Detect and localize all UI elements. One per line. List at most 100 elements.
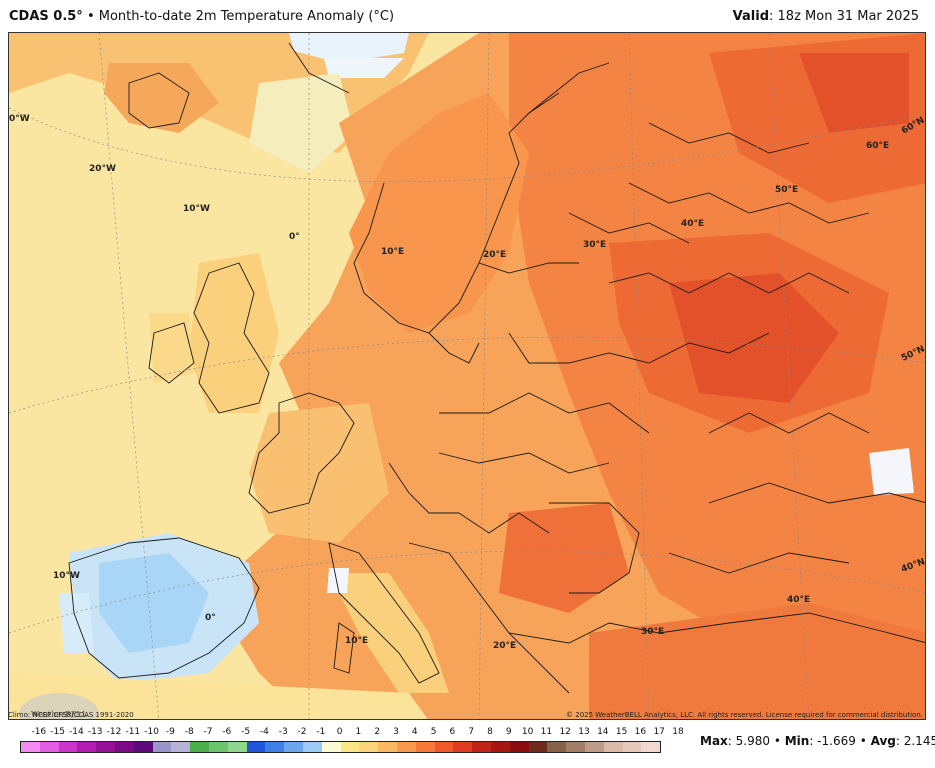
colorbar-tick-label: -8: [184, 727, 194, 737]
colorbar-tick-label: 13: [578, 727, 590, 737]
colorbar-tick-labels: -16 -15 -14 -13 -12 -11 -10 -9 -8 -7 -6 -5 -4 -3 -2 -1 0…: [20, 727, 683, 740]
colorbar-tick-label: 12: [559, 727, 571, 737]
colorbar-tick-label: 2: [374, 727, 381, 737]
stats-sep-1: •: [770, 734, 785, 748]
avg-value: : 2.145: [895, 734, 935, 748]
colorbar-swatch: [547, 742, 567, 752]
avg-label: Avg: [870, 734, 896, 748]
colorbar-swatch: [509, 742, 529, 752]
colorbar-swatch: [321, 742, 341, 752]
grid-label-10w-top: 10°W: [183, 204, 210, 214]
colorbar-swatch: [302, 742, 322, 752]
colorbar-tick-label: 10: [521, 727, 534, 737]
copyright-credit: © 2025 WeatherBELL Analytics, LLC. All r…: [566, 711, 923, 719]
colorbar-swatch: [152, 742, 172, 752]
colorbar-tick-label: -11: [125, 727, 141, 737]
colorbar-swatch: [96, 742, 115, 752]
map-canvas: [9, 33, 925, 719]
colorbar-swatch: [58, 742, 78, 752]
colorbar-tick-label: -14: [69, 727, 84, 737]
grid-label-20e-top: 20°E: [483, 250, 507, 260]
colorbar-swatch: [284, 742, 303, 752]
colorbar-tick-label: 1: [355, 727, 362, 737]
colorbar-swatch: [359, 742, 379, 752]
valid-value: : 18z Mon 31 Mar 2025: [769, 9, 919, 24]
colorbar-swatch: [415, 742, 435, 752]
colorbar-swatch: [227, 742, 247, 752]
colorbar-swatch: [133, 742, 153, 752]
colorbar-swatch: [622, 742, 642, 752]
max-label: Max: [700, 734, 728, 748]
colorbar-tick-label: 5: [430, 727, 437, 737]
colorbar-swatch: [246, 742, 266, 752]
colorbar-tick-label: -16: [31, 727, 47, 737]
grid-label-20w: 20°W: [89, 164, 116, 174]
min-label: Min: [784, 734, 810, 748]
map-description: Month-to-date 2m Temperature Anomaly (°C…: [98, 9, 395, 24]
map-title: CDAS 0.5° • Month-to-date 2m Temperature…: [9, 9, 394, 24]
colorbar-tick-label: 18: [672, 727, 684, 737]
colorbar-swatch: [453, 742, 473, 752]
colorbar-tick-label: 3: [393, 727, 399, 737]
colorbar-tick-label: -9: [165, 727, 175, 737]
colorbar-tick-label: -5: [241, 727, 251, 737]
climo-credit: Climo: NCEP CFSR/CDAS 1991-2020: [8, 711, 134, 719]
colorbar-swatches: [20, 741, 662, 753]
colorbar-swatch: [21, 742, 40, 752]
colorbar-tick-label: -13: [87, 727, 103, 737]
grid-label-30e-top: 30°E: [583, 240, 607, 250]
colorbar-swatch: [265, 742, 285, 752]
stats-sep-2: •: [855, 734, 871, 748]
grid-label-10e-bottom: 10°E: [345, 636, 369, 646]
max-value: : 5.980: [727, 734, 770, 748]
colorbar-swatch: [566, 742, 585, 752]
logo-text: WeatherBELL: [30, 709, 88, 719]
colorbar-tick-label: -7: [203, 727, 213, 737]
colorbar-tick-label: 6: [449, 727, 456, 737]
grid-label-40e-top: 40°E: [681, 219, 705, 229]
colorbar-tick-label: -4: [259, 727, 269, 737]
colorbar-tick-label: -3: [278, 727, 288, 737]
colorbar-tick-label: -2: [297, 727, 307, 737]
colorbar-swatch: [641, 742, 661, 752]
colorbar-swatch: [39, 742, 59, 752]
model-name: CDAS 0.5°: [9, 9, 83, 24]
grid-label-10e-top: 10°E: [381, 247, 405, 257]
valid-label: Valid: [732, 9, 770, 24]
colorbar-tick-label: -10: [144, 727, 159, 737]
colorbar-swatch: [114, 742, 134, 752]
min-value: : -1.669: [809, 734, 856, 748]
colorbar-tick-label: 0: [336, 727, 343, 737]
grid-label-30e-bottom: 30°E: [641, 627, 665, 637]
colorbar-swatch: [77, 742, 97, 752]
grid-label-0w: 0°W: [9, 114, 30, 124]
colorbar-swatch: [208, 742, 228, 752]
colorbar-tick-label: 8: [487, 727, 493, 737]
colorbar-tick-label: -15: [50, 727, 65, 737]
colorbar-tick-label: 14: [597, 727, 609, 737]
grid-label-50e: 50°E: [775, 185, 799, 195]
anomaly-map: 0°W 20°W 10°W 0° 10°E 20°E 30°E 40°E 50°…: [8, 32, 926, 720]
colorbar-swatch: [490, 742, 510, 752]
colorbar-tick-label: 11: [540, 727, 553, 737]
grid-label-0-mid: 0°: [289, 232, 300, 242]
grid-label-60e: 60°E: [866, 141, 890, 151]
header: CDAS 0.5° • Month-to-date 2m Temperature…: [0, 0, 935, 30]
colorbar-swatch: [396, 742, 416, 752]
colorbar-tick-label: 17: [653, 727, 665, 737]
colorbar-tick-label: 4: [411, 727, 418, 737]
colorbar-swatch: [190, 742, 209, 752]
colorbar-tick-label: -6: [222, 727, 232, 737]
grid-label-20e-bottom: 20°E: [493, 641, 517, 651]
grid-label-10w-bottom: 10°W: [53, 571, 80, 581]
colorbar-swatch: [340, 742, 360, 752]
colorbar-tick-label: 7: [468, 727, 475, 737]
colorbar-swatch: [472, 742, 491, 752]
colorbar-legend: -16 -15 -14 -13 -12 -11 -10 -9 -8 -7 -6 -5 -4 -3 -2 -1 0…: [20, 727, 684, 762]
colorbar-swatch: [528, 742, 548, 752]
colorbar-swatch: [434, 742, 454, 752]
colorbar-swatch: [378, 742, 397, 752]
colorbar-tick-label: -1: [316, 727, 326, 737]
colorbar-swatch: [171, 742, 191, 752]
colorbar-tick-label: 9: [505, 727, 512, 737]
